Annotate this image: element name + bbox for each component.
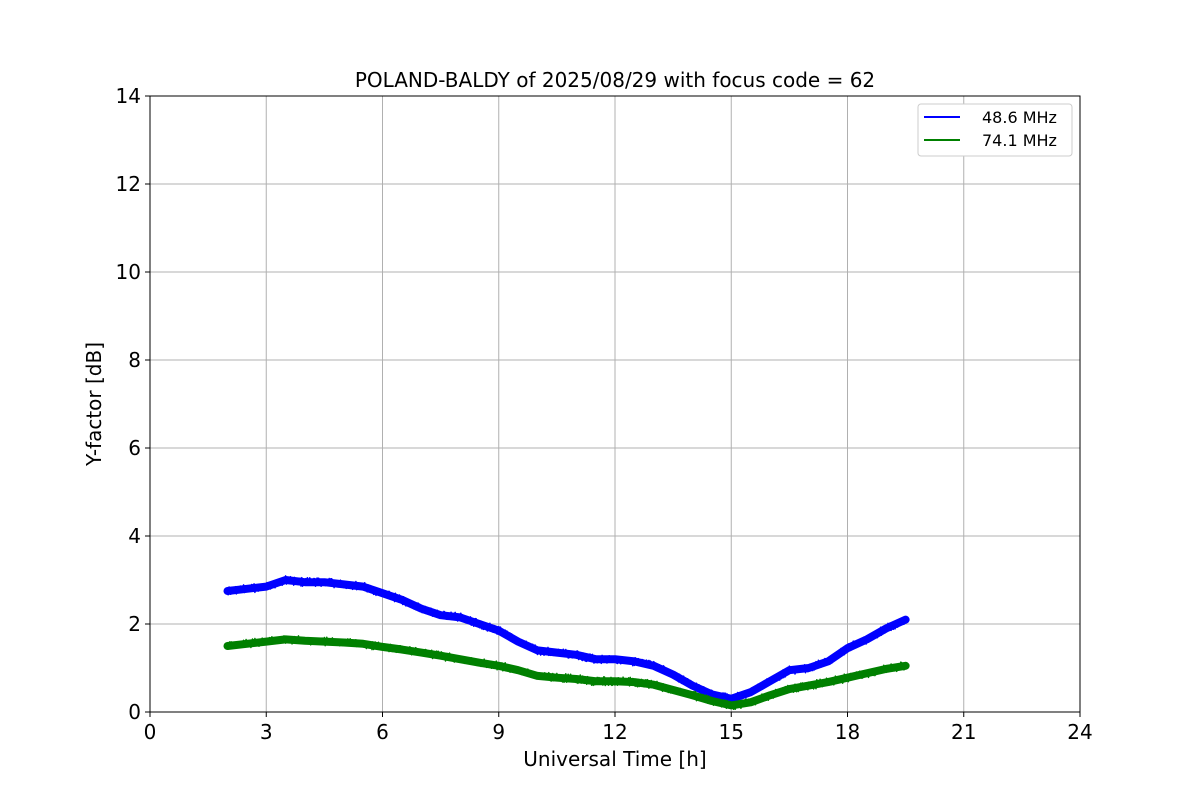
y-tick-label: 12: [116, 172, 141, 196]
y-axis-title: Y-factor [dB]: [82, 342, 106, 467]
x-tick-label: 21: [951, 720, 976, 744]
x-tick-label: 12: [602, 720, 627, 744]
series-line-0: [227, 575, 907, 703]
y-tick-label: 0: [128, 700, 141, 724]
series-layer: [223, 575, 910, 711]
x-axis: 0 3 6 9 12 15 18 21 24: [144, 712, 1093, 744]
y-tick-label: 2: [128, 612, 141, 636]
chart-title: POLAND-BALDY of 2025/08/29 with focus co…: [355, 68, 875, 92]
x-tick-label: 3: [260, 720, 273, 744]
legend: 48.6 MHz 74.1 MHz: [917, 103, 1073, 157]
x-axis-title: Universal Time [h]: [523, 747, 706, 771]
y-axis: 0 2 4 6 8 10 12 14: [116, 84, 150, 724]
legend-label-74-1: 74.1 MHz: [982, 131, 1057, 150]
y-tick-label: 14: [116, 84, 141, 108]
x-tick-label: 6: [376, 720, 389, 744]
x-tick-label: 0: [144, 720, 157, 744]
y-tick-label: 4: [128, 524, 141, 548]
x-tick-label: 24: [1067, 720, 1092, 744]
y-tick-label: 6: [128, 436, 141, 460]
y-tick-label: 8: [128, 348, 141, 372]
legend-label-48-6: 48.6 MHz: [982, 108, 1057, 127]
x-tick-label: 18: [835, 720, 860, 744]
y-tick-label: 10: [116, 260, 141, 284]
x-tick-label: 15: [719, 720, 744, 744]
series-line-1: [226, 635, 906, 711]
x-tick-label: 9: [492, 720, 505, 744]
